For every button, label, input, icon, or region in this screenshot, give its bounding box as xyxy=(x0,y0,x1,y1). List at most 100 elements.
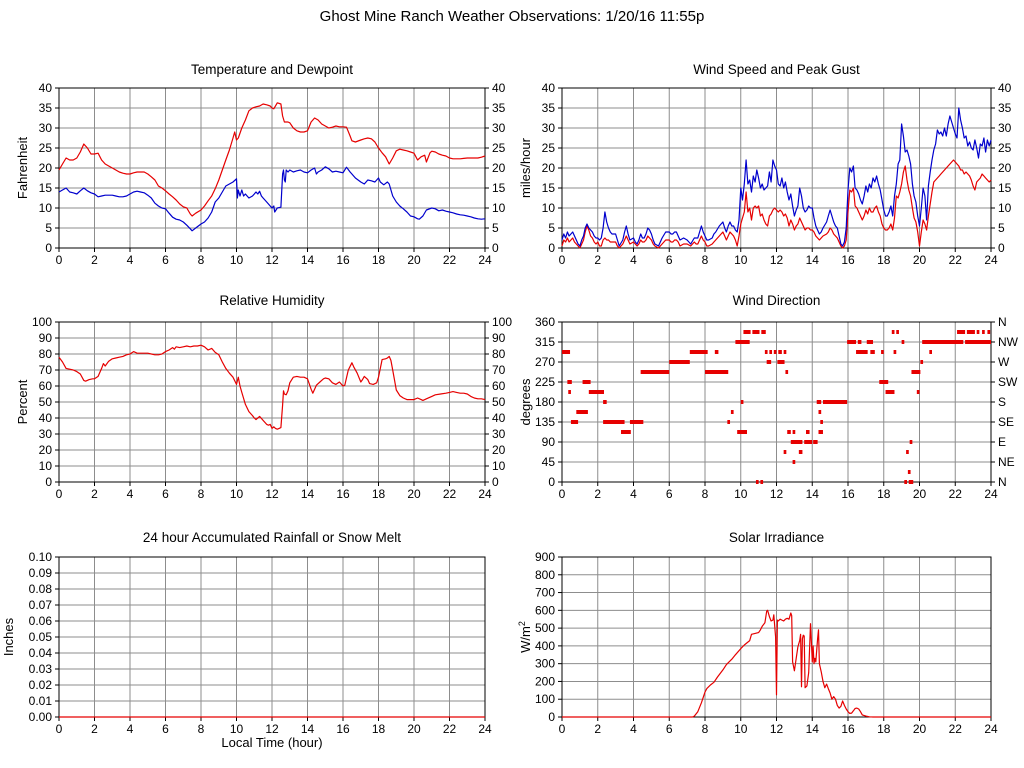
y-tick-label-right: 90 xyxy=(492,331,506,345)
y-tick-label: 0.02 xyxy=(29,678,53,692)
x-tick-label: 0 xyxy=(559,253,566,267)
wind-direction-marks xyxy=(562,330,991,484)
series-dewpoint xyxy=(58,166,486,232)
x-tick-label: 12 xyxy=(770,722,784,736)
series-relative-humidity xyxy=(58,344,486,430)
y-tick-label: 0.03 xyxy=(29,662,53,676)
y-tick-label-right: 10 xyxy=(998,201,1012,215)
y-axis-label: W/m2 xyxy=(517,621,533,653)
y-tick-label-right: 15 xyxy=(492,181,506,195)
y-tick-label: 100 xyxy=(32,315,52,329)
x-tick-label: 20 xyxy=(407,722,421,736)
y-tick-label: 10 xyxy=(39,459,53,473)
x-tick-label: 4 xyxy=(630,487,637,501)
x-tick-label: 0 xyxy=(559,487,566,501)
x-tick-label: 4 xyxy=(127,253,134,267)
y-tick-label: 700 xyxy=(535,586,555,600)
y-tick-label: 315 xyxy=(535,335,555,349)
y-tick-label: 25 xyxy=(39,141,53,155)
x-tick-label: 24 xyxy=(984,253,998,267)
y-tick-label-right: 35 xyxy=(998,101,1012,115)
y-tick-label: 80 xyxy=(39,347,53,361)
x-tick-label: 18 xyxy=(877,253,891,267)
x-tick-label: 12 xyxy=(770,253,784,267)
x-tick-label: 2 xyxy=(91,722,98,736)
x-tick-label: 2 xyxy=(91,253,98,267)
x-tick-label: 20 xyxy=(913,487,927,501)
x-tick-label: 24 xyxy=(478,722,492,736)
y-tick-label: 0.05 xyxy=(29,630,53,644)
x-tick-label: 16 xyxy=(841,722,855,736)
y-tick-label: 70 xyxy=(39,363,53,377)
chart-title: Relative Humidity xyxy=(219,293,324,308)
y-tick-label: 90 xyxy=(39,331,53,345)
y-tick-label-right: 20 xyxy=(492,161,506,175)
y-tick-label-right: 40 xyxy=(492,81,506,95)
x-tick-label: 22 xyxy=(443,253,457,267)
x-tick-label: 12 xyxy=(265,487,279,501)
y-tick-label: 50 xyxy=(39,395,53,409)
y-tick-label-right: 5 xyxy=(492,221,499,235)
x-tick-label: 14 xyxy=(301,722,315,736)
x-tick-label: 8 xyxy=(702,253,709,267)
x-tick-label: 12 xyxy=(265,722,279,736)
x-tick-label: 10 xyxy=(230,253,244,267)
y-tick-label-right: 40 xyxy=(998,81,1012,95)
x-tick-label: 6 xyxy=(162,253,169,267)
y-tick-label: 60 xyxy=(39,379,53,393)
x-tick-label: 6 xyxy=(666,722,673,736)
y-axis-label: Fahrenheit xyxy=(15,137,30,200)
y-tick-label-right: 0 xyxy=(998,241,1005,255)
x-tick-label: 24 xyxy=(984,722,998,736)
y-tick-label: 0 xyxy=(548,710,555,724)
x-tick-label: 16 xyxy=(841,487,855,501)
y-tick-label: 30 xyxy=(39,121,53,135)
x-tick-label: 0 xyxy=(56,253,63,267)
y-tick-label: 0.06 xyxy=(29,614,53,628)
y-tick-label-right: 10 xyxy=(492,201,506,215)
y-tick-label-right: 30 xyxy=(492,427,506,441)
x-tick-label: 20 xyxy=(913,253,927,267)
y-tick-label: 15 xyxy=(39,181,53,195)
y-tick-label: 20 xyxy=(542,161,556,175)
y-tick-label: 360 xyxy=(535,315,555,329)
y-tick-label: 90 xyxy=(542,435,556,449)
series-temperature xyxy=(58,102,486,217)
y-tick-label: 30 xyxy=(542,121,556,135)
y-tick-label: 0 xyxy=(45,475,52,489)
y-tick-label: 900 xyxy=(535,550,555,564)
y-tick-label: 0.04 xyxy=(29,646,53,660)
x-tick-label: 2 xyxy=(594,487,601,501)
y-tick-label-right: 30 xyxy=(998,121,1012,135)
x-tick-label: 6 xyxy=(666,253,673,267)
y-tick-label-right: 20 xyxy=(492,443,506,457)
x-tick-label: 20 xyxy=(913,722,927,736)
y-tick-label: 5 xyxy=(548,221,555,235)
y-tick-label-right: NE xyxy=(998,455,1015,469)
x-tick-label: 12 xyxy=(265,253,279,267)
y-tick-label: 600 xyxy=(535,603,555,617)
x-tick-label: 10 xyxy=(230,722,244,736)
y-tick-label: 35 xyxy=(39,101,53,115)
x-tick-label: 22 xyxy=(443,722,457,736)
y-tick-label: 20 xyxy=(39,161,53,175)
y-tick-label-right: 60 xyxy=(492,379,506,393)
x-tick-label: 22 xyxy=(949,722,963,736)
x-tick-label: 2 xyxy=(594,722,601,736)
x-tick-label: 24 xyxy=(478,487,492,501)
charts-grid: 0 2 4 6 8 10 12 14 16 18 20 22 24 0 0 5 5 10 10 15 15 20 20 25 2… xyxy=(0,55,1024,768)
y-axis-label: degrees xyxy=(518,378,533,425)
y-tick-label-right: SE xyxy=(998,415,1014,429)
y-tick-label: 0.08 xyxy=(29,582,53,596)
y-tick-label-right: W xyxy=(998,355,1010,369)
x-tick-label: 8 xyxy=(702,487,709,501)
x-tick-label: 20 xyxy=(407,487,421,501)
y-tick-label: 40 xyxy=(542,81,556,95)
